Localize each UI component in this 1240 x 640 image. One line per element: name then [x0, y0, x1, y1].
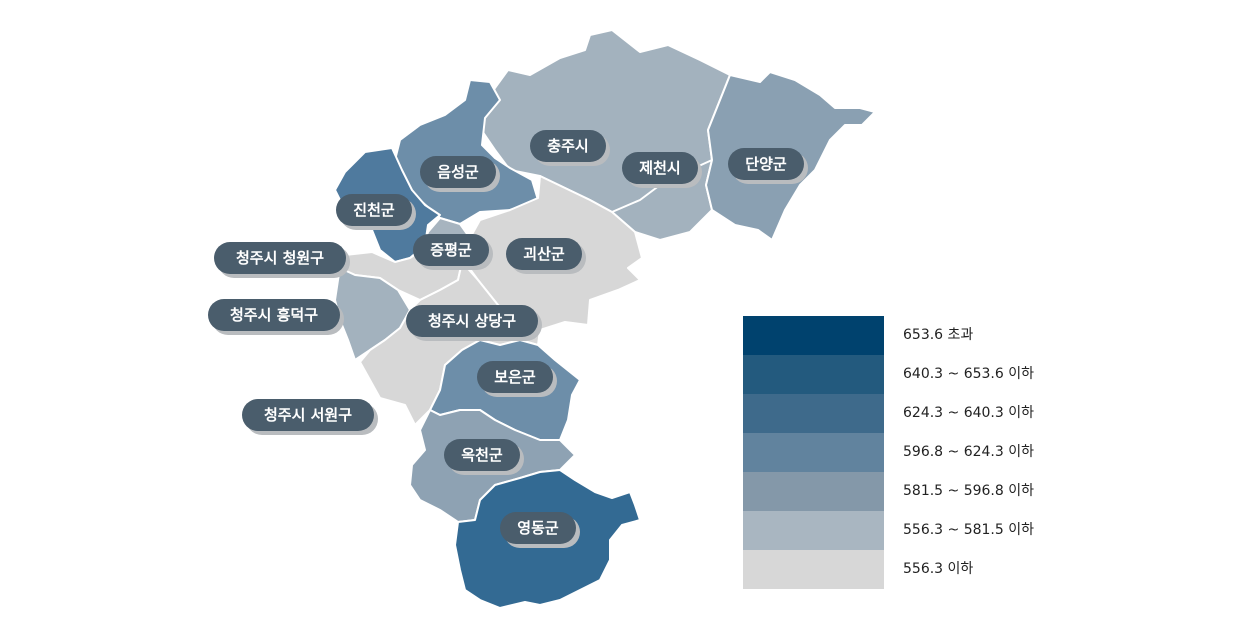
legend-item: 556.3 이하	[743, 550, 1043, 589]
label-pill	[406, 305, 538, 337]
legend-item: 653.6 초과	[743, 316, 1043, 355]
legend-label: 581.5 ~ 596.8 이하	[903, 483, 1034, 499]
region-label-text: 청주시 흥덕구	[230, 306, 318, 324]
legend-swatch	[743, 355, 884, 394]
region-label-text: 청주시 상당구	[428, 312, 516, 330]
region-label-boeun: 보은군	[477, 361, 557, 397]
region-label-text: 음성군	[437, 163, 479, 181]
label-pill	[728, 148, 804, 180]
region-label-text: 단양군	[745, 155, 787, 173]
region-label-jincheon: 진천군	[336, 194, 416, 230]
label-pill	[500, 512, 576, 544]
label-pill	[413, 234, 489, 266]
legend-label: 624.3 ~ 640.3 이하	[903, 405, 1034, 421]
legend-swatch	[743, 394, 884, 433]
region-label-text: 영동군	[517, 519, 559, 537]
legend-swatch	[743, 472, 884, 511]
region-label-cheongwon: 청주시 청원구	[214, 242, 350, 278]
region-label-sangdang: 청주시 상당구	[406, 305, 542, 341]
label-pill	[242, 399, 374, 431]
legend-item: 556.3 ~ 581.5 이하	[743, 511, 1043, 550]
label-pill	[444, 439, 520, 471]
region-label-text: 보은군	[494, 368, 536, 386]
label-pill	[336, 194, 412, 226]
label-pill	[506, 238, 582, 270]
region-label-text: 괴산군	[523, 245, 565, 263]
label-pill	[477, 361, 553, 393]
region-label-jeungpyeong: 증평군	[413, 234, 493, 270]
legend-item: 596.8 ~ 624.3 이하	[743, 433, 1043, 472]
region-label-text: 증평군	[430, 241, 472, 259]
legend-item: 581.5 ~ 596.8 이하	[743, 472, 1043, 511]
region-label-eumseong: 음성군	[420, 156, 500, 192]
legend-label: 556.3 이하	[903, 561, 974, 577]
region-label-seowon: 청주시 서원구	[242, 399, 378, 435]
legend-label: 653.6 초과	[903, 327, 974, 343]
label-pill	[420, 156, 496, 188]
region-label-jecheon: 제천시	[622, 152, 702, 188]
legend: 653.6 초과 640.3 ~ 653.6 이하 624.3 ~ 640.3 …	[743, 316, 1043, 589]
region-label-goesan: 괴산군	[506, 238, 586, 274]
legend-swatch	[743, 316, 884, 355]
legend-swatch	[743, 550, 884, 589]
region-label-text: 옥천군	[461, 446, 503, 464]
region-label-okcheon: 옥천군	[444, 439, 524, 475]
legend-swatch	[743, 511, 884, 550]
label-pill	[208, 299, 340, 331]
region-label-text: 제천시	[639, 159, 680, 177]
label-pill	[622, 152, 698, 184]
region-label-chungju: 충주시	[530, 130, 610, 166]
legend-label: 596.8 ~ 624.3 이하	[903, 444, 1034, 460]
region-label-text: 청주시 청원구	[236, 249, 324, 267]
region-label-text: 진천군	[353, 201, 395, 219]
legend-item: 640.3 ~ 653.6 이하	[743, 355, 1043, 394]
legend-item: 624.3 ~ 640.3 이하	[743, 394, 1043, 433]
region-label-danyang: 단양군	[728, 148, 808, 184]
region-label-yeongdong: 영동군	[500, 512, 580, 548]
label-pill	[214, 242, 346, 274]
legend-swatch	[743, 433, 884, 472]
label-pill	[530, 130, 606, 162]
legend-label: 640.3 ~ 653.6 이하	[903, 366, 1034, 382]
legend-label: 556.3 ~ 581.5 이하	[903, 522, 1034, 538]
region-label-heungdeok: 청주시 흥덕구	[208, 299, 344, 335]
region-label-text: 충주시	[547, 137, 588, 155]
region-label-text: 청주시 서원구	[264, 406, 352, 424]
